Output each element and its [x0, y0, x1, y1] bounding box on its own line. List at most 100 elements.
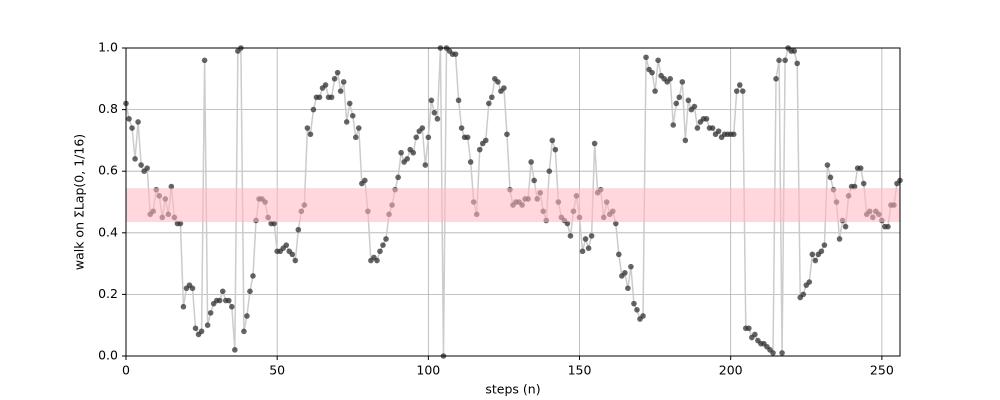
point	[304, 125, 311, 131]
point	[733, 88, 740, 94]
point	[377, 248, 383, 255]
x-tick-label: 200	[719, 363, 743, 378]
point	[631, 300, 637, 307]
point	[504, 131, 510, 138]
point	[773, 76, 779, 82]
point	[337, 88, 344, 94]
point	[649, 69, 655, 76]
point	[679, 79, 686, 85]
point	[241, 328, 247, 335]
point	[821, 242, 828, 248]
point	[682, 137, 689, 144]
point	[857, 165, 864, 171]
point	[425, 134, 432, 141]
y-tick-label: 0.6	[98, 163, 118, 178]
point	[431, 109, 438, 116]
y-axis-label: walk on ΣLap(0, 1/16)	[72, 134, 87, 270]
point	[216, 297, 223, 304]
point	[201, 57, 208, 64]
point	[467, 159, 474, 165]
point	[528, 159, 534, 165]
point	[652, 88, 658, 94]
point	[824, 162, 831, 168]
point	[331, 76, 338, 82]
point	[126, 116, 132, 122]
point	[452, 51, 459, 57]
point	[836, 236, 843, 242]
point	[380, 242, 386, 248]
point	[244, 313, 250, 319]
point	[283, 242, 290, 248]
point	[334, 69, 341, 76]
point	[352, 134, 359, 141]
point	[138, 162, 144, 168]
point	[501, 85, 507, 91]
point	[428, 97, 435, 104]
point	[135, 119, 141, 125]
point	[643, 54, 649, 61]
y-tick-label: 0.0	[98, 348, 118, 363]
point	[316, 94, 323, 101]
point	[207, 310, 214, 316]
point	[676, 94, 683, 101]
point	[622, 270, 628, 276]
point	[685, 97, 692, 104]
highlight-band	[126, 188, 900, 223]
point	[715, 128, 722, 134]
point	[189, 285, 196, 292]
point	[812, 257, 819, 264]
point	[800, 291, 807, 298]
point	[413, 134, 420, 141]
point	[132, 156, 138, 162]
point	[340, 79, 347, 85]
point	[129, 125, 135, 131]
point	[579, 248, 586, 255]
point	[736, 82, 743, 88]
point	[818, 248, 825, 255]
point	[791, 48, 797, 54]
point	[794, 60, 801, 67]
point	[404, 156, 410, 162]
point	[410, 149, 417, 156]
point	[225, 297, 232, 304]
point	[588, 233, 595, 239]
point	[295, 226, 302, 233]
point	[198, 328, 205, 335]
point	[860, 180, 867, 187]
x-tick-label: 0	[122, 363, 130, 378]
plot-frame	[125, 47, 901, 357]
point	[591, 140, 598, 147]
y-tick-label: 0.2	[98, 286, 118, 301]
point	[770, 350, 776, 356]
point	[691, 103, 698, 110]
point	[842, 223, 849, 230]
point	[177, 220, 184, 227]
point	[322, 82, 329, 88]
point	[383, 236, 389, 242]
point	[349, 112, 356, 119]
point	[328, 94, 335, 101]
point	[564, 220, 571, 227]
point	[229, 303, 235, 310]
point	[374, 257, 380, 264]
point	[219, 288, 226, 295]
point	[546, 168, 553, 174]
point	[204, 322, 211, 329]
point	[346, 100, 353, 107]
point	[464, 134, 471, 141]
x-tick-label: 250	[870, 363, 894, 378]
point	[486, 100, 492, 107]
point	[232, 347, 238, 353]
point	[292, 257, 299, 264]
point	[458, 125, 465, 131]
point	[625, 285, 631, 292]
point	[585, 245, 592, 251]
point	[703, 116, 710, 122]
point	[612, 220, 619, 227]
point	[422, 162, 429, 168]
point	[730, 131, 737, 138]
point	[271, 220, 277, 227]
y-tick-label: 0.8	[98, 101, 118, 116]
point	[398, 149, 404, 156]
